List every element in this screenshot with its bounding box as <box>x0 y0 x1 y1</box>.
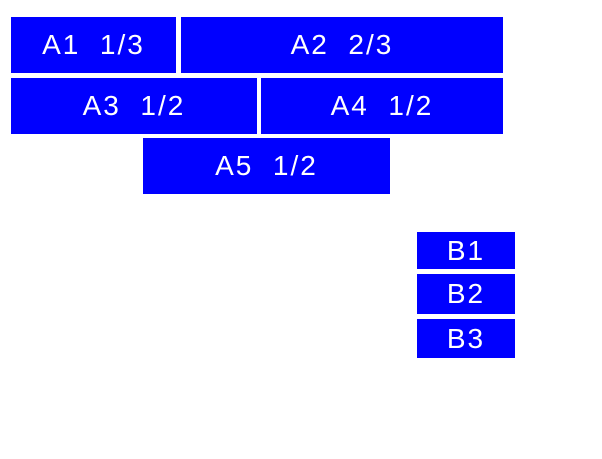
block-a3: A3 1/2 <box>11 78 257 134</box>
block-b1: B1 <box>417 232 515 269</box>
block-b2-label: B2 <box>446 278 486 309</box>
block-b1-label: B1 <box>446 234 486 266</box>
block-a5-label: A5 1/2 <box>215 150 318 181</box>
block-a5: A5 1/2 <box>143 138 390 194</box>
block-a4-label: A4 1/2 <box>330 90 434 121</box>
block-a1-label: A1 1/3 <box>42 29 145 60</box>
block-b3: B3 <box>417 319 515 358</box>
block-b2: B2 <box>417 274 515 314</box>
block-a2: A2 2/3 <box>181 17 503 73</box>
block-a4: A4 1/2 <box>261 78 503 134</box>
block-a3-label: A3 1/2 <box>82 90 186 121</box>
block-a2-label: A2 2/3 <box>290 29 394 60</box>
block-b3-label: B3 <box>446 322 486 354</box>
block-a1: A1 1/3 <box>11 17 176 73</box>
